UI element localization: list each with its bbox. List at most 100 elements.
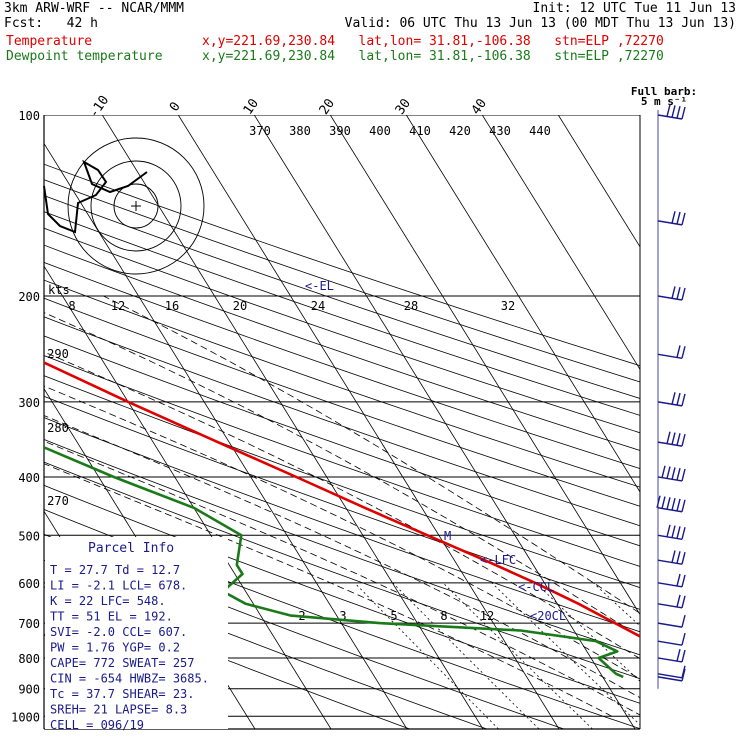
wind-barb-staff bbox=[657, 657, 683, 663]
temperature-location: x,y=221.69,230.84 lat,lon= 31.81,-106.38… bbox=[202, 34, 664, 49]
temperature-tick-label: 0 bbox=[167, 99, 184, 114]
parcel-info-row: LI = -2.1 LCL= 678. bbox=[50, 579, 187, 593]
annotations: <-EL <-LFC<-CCL <20CL M bbox=[305, 279, 566, 623]
wind-barb-flag bbox=[681, 287, 686, 301]
el-annotation: <-EL bbox=[305, 279, 334, 293]
wind-barb-flag bbox=[681, 649, 686, 663]
dry-adiabat-line bbox=[44, 355, 640, 567]
parcel-info-panel: Parcel Info T = 27.7 Td = 12.7 LI = -2.1 L… bbox=[45, 537, 228, 732]
isotherm-line bbox=[405, 115, 640, 493]
mixing-ratio-label: 12 bbox=[480, 609, 494, 623]
dry-adiabat-line bbox=[44, 316, 640, 527]
dry-adiabat-line bbox=[44, 375, 640, 589]
wind-barb-staff bbox=[657, 401, 683, 407]
wind-barb-staff bbox=[657, 582, 683, 588]
wind-barb-staff bbox=[657, 220, 683, 226]
wind-barb-flag bbox=[666, 104, 671, 117]
wind-barb-flag bbox=[671, 432, 676, 445]
temperature-tick-label: 40 bbox=[469, 96, 490, 117]
wind-barb-flag bbox=[676, 594, 681, 608]
dewpoint-profile-line bbox=[44, 445, 624, 679]
temperature-tick-label: 30 bbox=[393, 96, 414, 117]
dewpoint-legend-label: Dewpoint temperature bbox=[6, 49, 163, 64]
moist-adiabat-line bbox=[44, 463, 613, 717]
pressure-tick-label: 1000 bbox=[11, 710, 40, 724]
mixing-ratio-line bbox=[491, 582, 640, 726]
theta-label: 400 bbox=[369, 124, 391, 138]
dry-adiabat-line bbox=[44, 211, 640, 416]
mixing-ratio-line bbox=[593, 582, 640, 627]
wind-barb-flag bbox=[681, 574, 686, 588]
moist-adiabat-label: 24 bbox=[311, 299, 325, 313]
wind-barb-staff bbox=[657, 603, 683, 609]
parcel-info-row: TT = 51 EL = 192. bbox=[50, 610, 173, 624]
wind-barb-staff bbox=[657, 622, 683, 628]
wind-barb-flag bbox=[676, 345, 681, 358]
lfc-annotation: <-LFC bbox=[480, 553, 516, 567]
ccl-annotation: <-CCL bbox=[518, 580, 554, 594]
moist-adiabat-line bbox=[44, 440, 640, 716]
wind-barb-flag bbox=[676, 287, 681, 300]
isotherm-line bbox=[481, 115, 640, 371]
theta-label: 420 bbox=[449, 124, 471, 138]
temperature-tick-label: 10 bbox=[241, 96, 262, 117]
isotherm-line bbox=[101, 115, 484, 729]
theta-label: 390 bbox=[329, 124, 351, 138]
wind-barb-flag bbox=[676, 433, 681, 446]
pressure-tick-label: 600 bbox=[18, 577, 40, 591]
wind-barb-flag bbox=[661, 465, 666, 478]
wind-barbs: Full barb:5 m s⁻¹ bbox=[631, 85, 697, 689]
parcel-info-row: SREH= 21 LAPSE= 8.3 bbox=[50, 703, 187, 717]
isotherm-line bbox=[329, 115, 640, 616]
init-time: Init: 12 UTC Tue 11 Jun 13 bbox=[532, 1, 737, 16]
theta-label: 440 bbox=[529, 124, 551, 138]
wind-barb-flag bbox=[676, 468, 681, 481]
wind-barb-flag bbox=[676, 573, 681, 587]
dry-adiabat-line bbox=[44, 297, 640, 507]
isotherm-line bbox=[253, 115, 636, 729]
parcel-info-row: SVI= -2.0 CCL= 607. bbox=[50, 625, 187, 639]
wind-barb-flag bbox=[681, 499, 686, 512]
moist-adiabat-label: 12 bbox=[111, 299, 125, 313]
parcel-info-row: PW = 1.76 YGP= 0.2 bbox=[50, 641, 180, 655]
model-title: 3km ARW-WRF -- NCAR/MMM bbox=[4, 1, 185, 16]
dry-adiabat-line bbox=[44, 244, 640, 451]
wind-barb-flag bbox=[676, 106, 681, 119]
moist-adiabat-label: 28 bbox=[404, 299, 418, 313]
parcel-info-row: CIN = -654 HWBZ= 3685. bbox=[50, 672, 209, 686]
temperature-tick-label: -10 bbox=[87, 93, 113, 121]
temperature-legend-label: Temperature bbox=[6, 34, 93, 49]
mixing-ratio-label: 8 bbox=[440, 609, 447, 623]
wind-barb-flag bbox=[671, 525, 676, 538]
wind-barb-flag bbox=[671, 392, 676, 405]
wind-barb-flag bbox=[671, 550, 676, 563]
pressure-tick-label: 200 bbox=[18, 290, 40, 304]
dry-adiabat-line bbox=[44, 417, 640, 633]
wind-barb-flag bbox=[666, 497, 671, 510]
wind-barb-staff bbox=[657, 295, 683, 301]
hodograph bbox=[43, 137, 205, 275]
valid-time: Valid: 06 UTC Thu 13 Jun 13 (00 MDT Thu … bbox=[344, 16, 736, 31]
parcel-info-row: K = 22 LFC= 548. bbox=[50, 594, 166, 608]
parcel-info-row: CELL = 096/19 bbox=[50, 718, 144, 732]
wind-barb-flag bbox=[681, 393, 686, 407]
moist-adiabat-line bbox=[44, 351, 640, 660]
wind-barb-flag bbox=[676, 392, 681, 406]
hodograph-trace bbox=[43, 159, 148, 234]
moist-adiabat-line bbox=[44, 312, 640, 638]
hodograph-ring bbox=[67, 137, 205, 275]
parcel-info-row: T = 27.7 Td = 12.7 bbox=[50, 563, 180, 577]
mixing-ratio-label: 5 bbox=[390, 609, 397, 623]
pressure-tick-label: 100 bbox=[18, 109, 40, 123]
wind-barb-flag bbox=[681, 551, 686, 565]
wind-barb-staff bbox=[657, 673, 683, 679]
dry-adiabat-line bbox=[44, 335, 640, 547]
pressure-tick-label: 400 bbox=[18, 471, 40, 485]
pressure-tick-label: 300 bbox=[18, 396, 40, 410]
moist-adiabat-label: 16 bbox=[165, 299, 179, 313]
dry-adiabat-line bbox=[44, 279, 640, 488]
barb-legend-label: Full barb: bbox=[631, 85, 697, 98]
theta-label: 270 bbox=[47, 494, 69, 508]
wind-barb-flag bbox=[671, 105, 676, 118]
